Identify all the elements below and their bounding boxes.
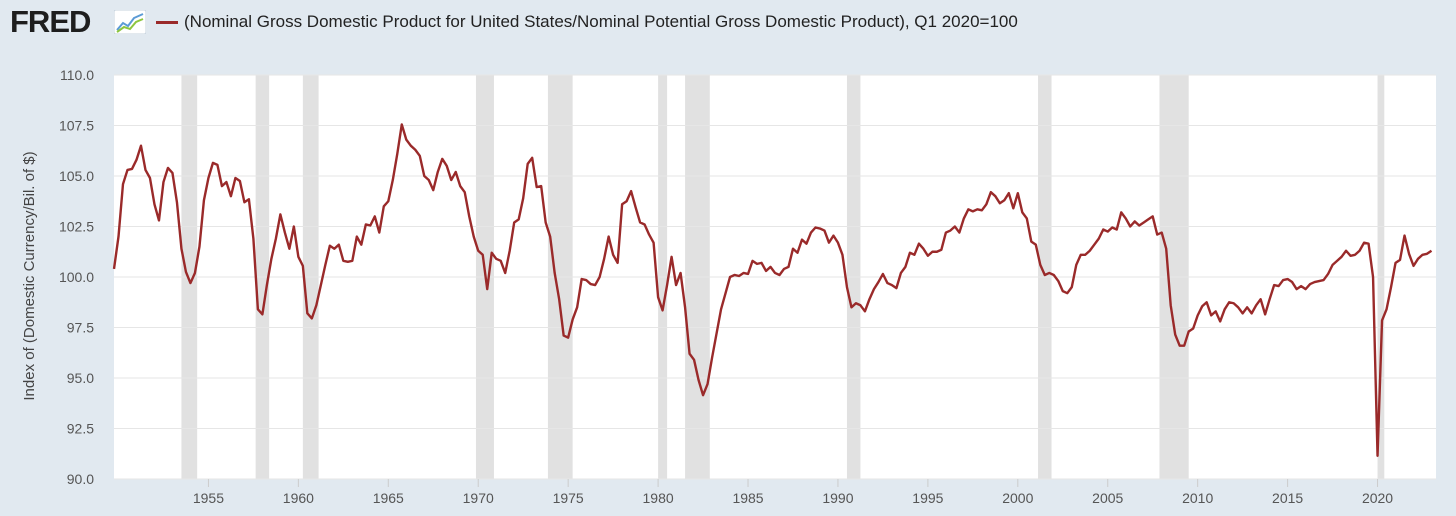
fred-logo[interactable]: FRED (10, 4, 91, 39)
x-tick-label: 2010 (1182, 490, 1213, 506)
legend-label[interactable]: (Nominal Gross Domestic Product for Unit… (184, 12, 1018, 31)
legend-swatch[interactable] (156, 21, 178, 24)
x-tick-label: 2015 (1272, 490, 1303, 506)
x-tick-label: 1990 (822, 490, 853, 506)
line-graph-icon (114, 10, 146, 34)
x-tick-label: 1960 (283, 490, 314, 506)
x-tick-label: 1970 (463, 490, 494, 506)
y-axis-label: Index of (Domestic Currency/Bil. of $) (21, 151, 38, 400)
x-tick-label: 1980 (643, 490, 674, 506)
x-tick-label: 1965 (373, 490, 404, 506)
y-tick-label: 97.5 (67, 320, 94, 336)
y-tick-label: 92.5 (67, 421, 94, 437)
y-tick-label: 107.5 (59, 118, 94, 134)
y-tick-label: 100.0 (59, 269, 94, 285)
y-tick-label: 90.0 (67, 471, 94, 487)
x-axis-ticks: 1955 1960 1965 1970 1975 1980 1985 1990 1995 2000… (193, 479, 1393, 506)
series-line[interactable] (112, 123, 1433, 457)
y-axis-ticks: 90.0 92.5 95.0 97.5 100.0 102.5 105.0 107.5 110.… (59, 67, 94, 487)
y-tick-label: 95.0 (67, 370, 94, 386)
grid-lines (114, 74, 1436, 480)
y-tick-label: 105.0 (59, 168, 94, 184)
x-tick-label: 2005 (1092, 490, 1123, 506)
x-tick-label: 1975 (553, 490, 584, 506)
x-tick-label: 1995 (912, 490, 943, 506)
x-tick-label: 1985 (732, 490, 763, 506)
y-tick-label: 102.5 (59, 219, 94, 235)
header: FRED (Nominal Gross Domestic Product for… (0, 0, 1456, 50)
x-tick-label: 1955 (193, 490, 224, 506)
y-tick-label: 110.0 (60, 67, 94, 83)
x-tick-label: 2020 (1362, 490, 1393, 506)
x-tick-label: 2000 (1002, 490, 1033, 506)
